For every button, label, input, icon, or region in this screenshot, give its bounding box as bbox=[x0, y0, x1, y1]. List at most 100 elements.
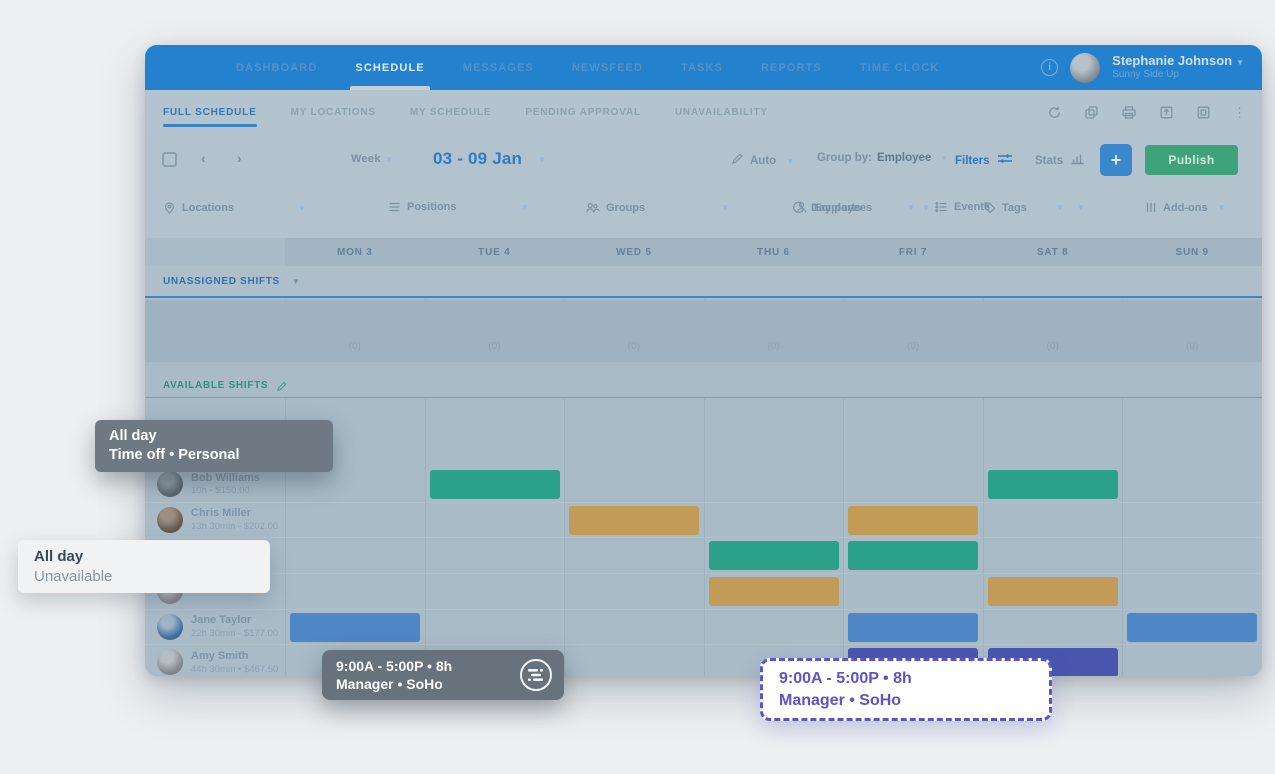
chevron-down-icon: ▼ bbox=[1217, 203, 1226, 212]
prev-week-button[interactable]: ‹ bbox=[201, 150, 206, 166]
chevron-down-icon: ▼ bbox=[384, 154, 393, 164]
print-icon[interactable] bbox=[1121, 105, 1137, 120]
refresh-icon[interactable] bbox=[1047, 105, 1062, 120]
day-header: FRI 7 bbox=[898, 246, 928, 258]
nav-tab-messages[interactable]: MESSAGES bbox=[462, 61, 534, 74]
employee-row[interactable]: Amy Smith 44h 30min • $467.50 bbox=[145, 645, 1262, 676]
group-by-dropdown[interactable]: Group by: Employee ▼ bbox=[817, 152, 949, 164]
unassigned-count: (0) bbox=[767, 341, 780, 352]
unavailable-tooltip: All day Unavailable bbox=[18, 540, 270, 593]
nav-tab-dashboard[interactable]: DASHBOARD bbox=[236, 61, 318, 74]
info-icon[interactable]: i bbox=[1041, 59, 1059, 76]
tab-my-schedule[interactable]: MY SCHEDULE bbox=[409, 107, 492, 118]
shift-bar[interactable] bbox=[429, 470, 560, 499]
chevron-down-icon: ▼ bbox=[922, 203, 931, 212]
nav-tab-reports[interactable]: REPORTS bbox=[760, 61, 822, 74]
employee-name: Jane Taylor bbox=[191, 614, 252, 627]
save-icon[interactable] bbox=[1196, 105, 1211, 120]
employee-row[interactable]: Chris Miller 13h 30min - $202.00 bbox=[145, 503, 1262, 539]
chevron-down-icon: ▼ bbox=[1236, 58, 1244, 68]
tab-my-locations[interactable]: MY LOCATIONS bbox=[290, 107, 376, 118]
positions-filter[interactable]: Positions ▼ bbox=[388, 201, 528, 213]
employee-row[interactable] bbox=[145, 538, 1262, 575]
nav-tab-schedule[interactable]: SCHEDULE bbox=[336, 45, 443, 90]
shift-bar[interactable] bbox=[569, 505, 700, 535]
view-mode-dropdown[interactable]: Week ▼ bbox=[351, 153, 393, 165]
employee-hours: 10h - $150.00 bbox=[191, 485, 250, 497]
employee-avatar bbox=[157, 649, 183, 676]
nav-tabs: DASHBOARD SCHEDULE MESSAGES NEWSFEED TAS… bbox=[217, 45, 958, 90]
employee-avatar bbox=[157, 471, 183, 497]
tags-filter[interactable]: Tags ▼ bbox=[983, 201, 1085, 214]
schedule-subnav: FULL SCHEDULE MY LOCATIONS MY SCHEDULE P… bbox=[145, 90, 1262, 135]
schedule-board: MON 3 TUE 4 WED 5 THU 6 FRI 7 SAT 8 SUN … bbox=[145, 238, 1262, 676]
tab-pending-approval[interactable]: PENDING APPROVAL bbox=[525, 107, 641, 118]
stats-button[interactable]: Stats bbox=[1035, 152, 1085, 170]
edit-pencil-icon[interactable] bbox=[276, 380, 288, 392]
chevron-down-icon: ▼ bbox=[786, 156, 795, 166]
nav-tab-tasks[interactable]: TASKS bbox=[681, 61, 723, 74]
unassigned-count: (0) bbox=[627, 341, 641, 352]
select-all-checkbox[interactable] bbox=[162, 152, 177, 167]
shift-bar[interactable] bbox=[987, 577, 1118, 607]
employee-grid: Bob Williams 10h - $150.00 Chris Miller … bbox=[145, 467, 1262, 676]
shift-bar[interactable] bbox=[708, 541, 839, 571]
stats-chart-icon bbox=[1070, 152, 1085, 170]
chevron-down-icon: ▼ bbox=[1056, 202, 1064, 212]
tab-full-schedule[interactable]: FULL SCHEDULE bbox=[163, 90, 257, 135]
day-parts-filter[interactable]: Day parts ▼ bbox=[793, 201, 915, 214]
add-ons-icon bbox=[1145, 201, 1157, 214]
publish-button[interactable]: Publish bbox=[1145, 145, 1238, 175]
locations-filter[interactable]: Locations ▼ bbox=[163, 201, 306, 215]
chevron-down-icon: ▼ bbox=[1076, 203, 1085, 212]
list-icon bbox=[388, 201, 401, 213]
day-header: SUN 9 bbox=[1175, 246, 1209, 258]
shift-bar[interactable] bbox=[848, 505, 979, 535]
user-avatar[interactable] bbox=[1070, 52, 1101, 83]
chevron-down-icon: ▼ bbox=[297, 203, 306, 213]
add-shift-button[interactable]: + bbox=[1100, 144, 1132, 176]
shift-bar[interactable] bbox=[708, 577, 839, 607]
shift-tooltip: 9:00A - 5:00P • 8h Manager • SoHo bbox=[322, 650, 564, 700]
employee-row[interactable]: Bob Williams 10h - $150.00 bbox=[145, 467, 1262, 503]
next-week-button[interactable]: › bbox=[237, 150, 242, 166]
groups-filter[interactable]: Groups ▼ bbox=[585, 201, 729, 214]
shift-bar[interactable] bbox=[1127, 612, 1258, 642]
date-range-dropdown[interactable]: 03 - 09 Jan ▼ bbox=[433, 149, 546, 169]
shift-bar[interactable] bbox=[987, 470, 1118, 499]
day-header-row: MON 3 TUE 4 WED 5 THU 6 FRI 7 SAT 8 SUN … bbox=[145, 238, 1262, 266]
chevron-down-icon: ▼ bbox=[907, 203, 916, 212]
shift-bar[interactable] bbox=[290, 612, 420, 642]
export-icon[interactable] bbox=[1159, 105, 1174, 120]
unassigned-shifts-header: UNASSIGNED SHIFTS ▼ bbox=[145, 266, 1262, 298]
tab-unavailability[interactable]: UNAVAILABILITY bbox=[674, 107, 768, 118]
kebab-menu-icon[interactable]: ⋮ bbox=[1233, 104, 1246, 120]
available-shifts-header: AVAILABLE SHIFTS bbox=[145, 374, 1262, 398]
nav-tab-time-clock[interactable]: TIME CLOCK bbox=[859, 61, 940, 74]
location-pin-icon bbox=[163, 201, 176, 215]
unassigned-count: (0) bbox=[1046, 341, 1059, 352]
day-header: MON 3 bbox=[336, 246, 373, 258]
employees-filter[interactable]: Employees ▼ bbox=[795, 201, 930, 214]
filters-button[interactable]: Filters bbox=[955, 152, 1013, 170]
employee-row[interactable] bbox=[145, 574, 1262, 610]
nav-tab-newsfeed[interactable]: NEWSFEED bbox=[571, 61, 644, 74]
add-ons-filter[interactable]: Add-ons ▼ bbox=[1145, 201, 1226, 214]
user-name: Stephanie Johnson bbox=[1112, 53, 1233, 69]
events-filter[interactable]: Events ▼ bbox=[935, 201, 1064, 213]
copy-icon[interactable] bbox=[1084, 105, 1099, 120]
shift-bar[interactable] bbox=[848, 541, 979, 571]
auto-dropdown[interactable]: Auto ▼ bbox=[731, 152, 794, 170]
day-header: TUE 4 bbox=[478, 246, 511, 258]
employee-avatar bbox=[157, 613, 183, 640]
chevron-icon[interactable]: ▼ bbox=[291, 276, 300, 286]
user-menu[interactable]: Stephanie Johnson ▼ Sunny Side Up bbox=[1112, 53, 1244, 81]
employee-name: Amy Smith bbox=[191, 650, 249, 663]
chevron-down-icon: ▼ bbox=[520, 202, 529, 212]
groups-icon bbox=[585, 201, 600, 214]
top-nav: DASHBOARD SCHEDULE MESSAGES NEWSFEED TAS… bbox=[145, 45, 1262, 90]
employee-row[interactable]: Jane Taylor 22h 30min - $177.00 bbox=[145, 610, 1262, 646]
shift-bar[interactable] bbox=[848, 612, 979, 642]
user-org: Sunny Side Up bbox=[1112, 69, 1179, 81]
sling-logo-icon bbox=[520, 659, 552, 691]
